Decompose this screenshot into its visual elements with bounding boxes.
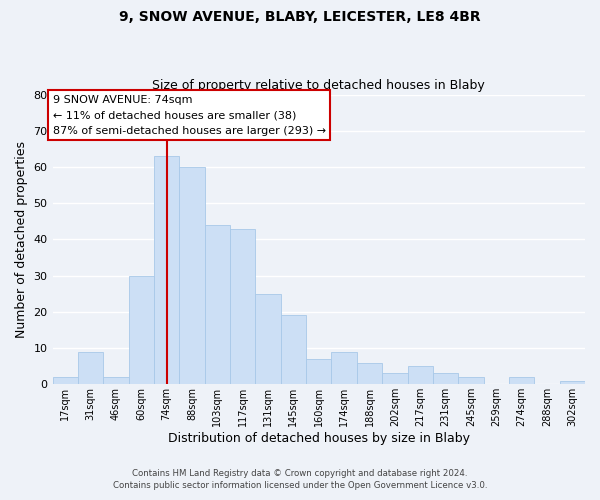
Text: Contains HM Land Registry data © Crown copyright and database right 2024.
Contai: Contains HM Land Registry data © Crown c… bbox=[113, 468, 487, 490]
Bar bbox=[205, 225, 230, 384]
X-axis label: Distribution of detached houses by size in Blaby: Distribution of detached houses by size … bbox=[168, 432, 470, 445]
Bar bbox=[509, 377, 534, 384]
Bar bbox=[256, 294, 281, 384]
Bar bbox=[154, 156, 179, 384]
Text: 9, SNOW AVENUE, BLABY, LEICESTER, LE8 4BR: 9, SNOW AVENUE, BLABY, LEICESTER, LE8 4B… bbox=[119, 10, 481, 24]
Y-axis label: Number of detached properties: Number of detached properties bbox=[15, 141, 28, 338]
Text: 9 SNOW AVENUE: 74sqm
← 11% of detached houses are smaller (38)
87% of semi-detac: 9 SNOW AVENUE: 74sqm ← 11% of detached h… bbox=[53, 94, 326, 136]
Bar bbox=[458, 377, 484, 384]
Bar bbox=[382, 374, 407, 384]
Bar bbox=[128, 276, 154, 384]
Bar bbox=[306, 359, 331, 384]
Bar bbox=[357, 362, 382, 384]
Bar bbox=[230, 228, 256, 384]
Bar bbox=[78, 352, 103, 384]
Bar bbox=[179, 167, 205, 384]
Bar bbox=[560, 380, 585, 384]
Bar bbox=[407, 366, 433, 384]
Bar bbox=[53, 377, 78, 384]
Title: Size of property relative to detached houses in Blaby: Size of property relative to detached ho… bbox=[152, 79, 485, 92]
Bar bbox=[103, 377, 128, 384]
Bar bbox=[433, 374, 458, 384]
Bar bbox=[331, 352, 357, 384]
Bar bbox=[281, 316, 306, 384]
